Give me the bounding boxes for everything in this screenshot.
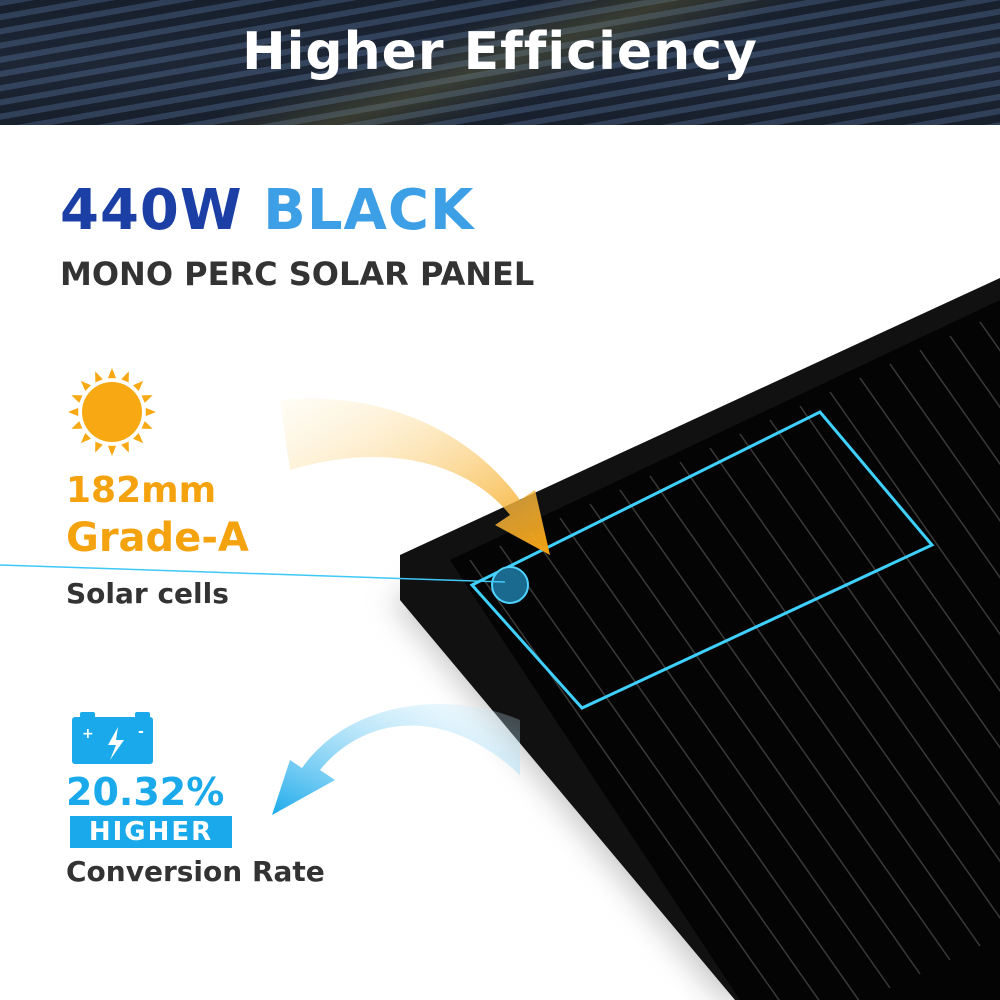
panel-cells [450, 300, 1000, 1000]
sun-ray [141, 395, 153, 403]
cell-size: 182mm [66, 470, 217, 511]
solar-farm-background [0, 0, 1000, 125]
sun-ray [80, 432, 92, 444]
cell-gridlines [469, 321, 1000, 1000]
cell-grade: Grade-A [66, 515, 249, 561]
cell-line [889, 363, 1000, 835]
sun-ray [68, 407, 79, 417]
sun-ray [71, 395, 83, 403]
sun-ray [132, 432, 144, 444]
cell-line [649, 475, 981, 947]
cell-line [799, 405, 1000, 877]
cell-line [709, 447, 1000, 919]
banner: Higher Efficiency [0, 0, 1000, 125]
product-subtitle: MONO PERC SOLAR PANEL [60, 255, 535, 293]
sun-ray [121, 371, 129, 383]
wattage: 440W [60, 178, 243, 243]
cell-line [469, 559, 801, 1000]
orange-arrow-icon [280, 398, 550, 555]
blue-arrow-icon [272, 703, 520, 815]
color-label: BLACK [263, 178, 475, 243]
cell-line [919, 349, 1000, 821]
cell-line [859, 377, 1000, 849]
conversion-label: Conversion Rate [66, 855, 325, 888]
sun-ray [95, 371, 103, 383]
sun-ray [80, 380, 92, 392]
higher-badge: HIGHER [70, 816, 232, 848]
cell-line [499, 545, 831, 1000]
sun-ray [141, 421, 153, 429]
efficiency-value: 20.32% [66, 770, 225, 814]
cells-label: Solar cells [66, 577, 229, 610]
sun-ray [107, 368, 117, 379]
cell-line [679, 461, 1000, 933]
pointer-line [0, 564, 506, 583]
sun-ray [107, 445, 117, 456]
svg-text:-: - [138, 724, 144, 740]
cell-line [739, 433, 1000, 905]
sun-ray [121, 441, 129, 453]
sun-ray [95, 441, 103, 453]
battery-charge-icon: + - [72, 712, 153, 764]
cell-line [769, 419, 1000, 891]
cell-line [829, 391, 1000, 863]
sun-ray [71, 421, 83, 429]
cell-line [619, 489, 951, 961]
sun-icon [68, 368, 156, 456]
banner-title: Higher Efficiency [242, 22, 758, 82]
product-title: 440W BLACK [60, 178, 474, 243]
cell-line [529, 531, 861, 1000]
cell-highlight-dot [491, 566, 529, 604]
cell-line [589, 503, 921, 975]
sun-ray [132, 380, 144, 392]
highlight-frame [469, 410, 935, 710]
background-overlay [0, 0, 1000, 125]
cell-line [559, 517, 891, 989]
svg-text:+: + [82, 726, 94, 742]
sun-ray [145, 407, 156, 417]
